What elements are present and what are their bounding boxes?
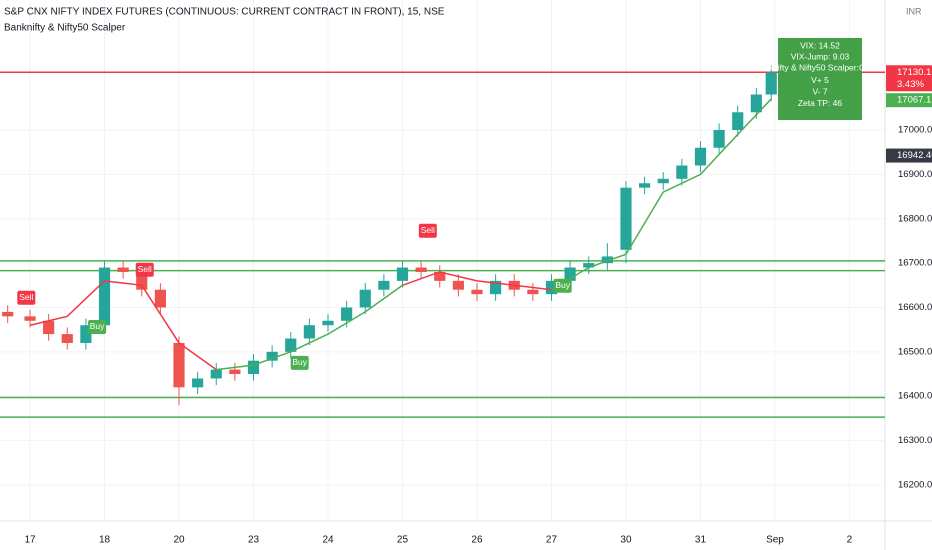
- y-tick-label: 16800.00: [898, 213, 932, 224]
- candle-body: [341, 307, 353, 321]
- x-tick-label: 20: [173, 535, 185, 546]
- signal-label: Buy: [292, 357, 307, 367]
- candle-body: [434, 271, 446, 281]
- price-tag: [886, 93, 932, 108]
- candle-body: [285, 338, 297, 352]
- candle-body: [80, 325, 92, 343]
- plot-area: [0, 0, 885, 520]
- candle-body: [676, 165, 688, 179]
- candle-body: [750, 94, 762, 113]
- signal-label: Sell: [421, 225, 435, 235]
- signal-label-box: [290, 355, 309, 370]
- signal-label: Buy: [555, 280, 570, 290]
- info-line: Banknifty & Nifty50 Scalper:OWMA: [754, 62, 887, 72]
- candle-body: [396, 267, 409, 281]
- x-tick-label: 17: [24, 535, 36, 546]
- candle-body: [61, 334, 73, 343]
- candle-body: [43, 320, 55, 335]
- candle-body: [471, 289, 483, 295]
- y-tick-label: 16700.00: [898, 258, 932, 269]
- info-box: [778, 38, 862, 120]
- candle-body: [490, 280, 502, 295]
- signal-label-box: [553, 278, 572, 293]
- x-tick-label: 24: [322, 535, 334, 546]
- x-tick-label: 2: [847, 535, 853, 546]
- candle-body: [713, 130, 725, 148]
- moving-average: [551, 98, 772, 291]
- y-tick-label: 16300.00: [898, 435, 932, 446]
- y-tick-label: 16600.00: [898, 302, 932, 313]
- price-tag-label: 17067.15: [897, 95, 932, 106]
- price-tag: [886, 148, 932, 163]
- info-line: V+ 5: [811, 75, 829, 85]
- candle-body: [694, 147, 707, 166]
- candle-body: [452, 280, 464, 290]
- x-tick-label: 30: [620, 535, 632, 546]
- candle-body: [136, 271, 148, 290]
- candle-body: [601, 256, 613, 264]
- moving-average: [29, 280, 217, 371]
- signal-label-box: [17, 290, 36, 305]
- candle-body: [98, 267, 111, 326]
- signal-label: Sell: [138, 264, 152, 274]
- moving-average: [216, 284, 403, 371]
- signal-label-box: [418, 223, 437, 238]
- x-tick-label: 23: [248, 535, 260, 546]
- candle-body: [210, 369, 222, 379]
- info-line: V- 7: [812, 86, 827, 96]
- info-line: VIX-Jump: 9.03: [791, 51, 850, 61]
- candle-body: [154, 289, 166, 308]
- price-tag-label: 16942.40: [897, 150, 932, 161]
- candle-body: [583, 263, 595, 268]
- x-tick-label: 25: [397, 535, 409, 546]
- candle-body: [247, 360, 260, 375]
- signal-label: Sell: [19, 292, 33, 302]
- y-tick-label: 16500.00: [898, 346, 932, 357]
- currency: INR: [906, 6, 922, 16]
- candle-body: [564, 267, 576, 281]
- candle-body: [173, 342, 185, 388]
- candle-body: [303, 325, 315, 339]
- indicator-name: Banknifty & Nifty50 Scalper: [4, 23, 126, 34]
- signal-label: Buy: [90, 321, 105, 331]
- moving-average: [402, 271, 552, 291]
- signal-label-box: [88, 319, 107, 334]
- candle-body: [732, 112, 744, 130]
- candle-body: [620, 187, 632, 250]
- candle-body: [415, 267, 427, 272]
- price-tag-label: 17130.15: [897, 67, 932, 78]
- candle-body: [765, 72, 777, 95]
- candle-body: [192, 378, 204, 388]
- x-tick-label: Sep: [766, 535, 784, 546]
- candle-body: [527, 289, 539, 295]
- chart-title: S&P CNX NIFTY INDEX FUTURES (CONTINUOUS:…: [4, 7, 445, 18]
- candle-body: [657, 178, 669, 184]
- candle-body: [639, 183, 651, 188]
- x-tick-label: 26: [471, 535, 483, 546]
- candle-body: [378, 280, 390, 290]
- signal-label-box: [135, 262, 154, 277]
- x-tick-label: 18: [99, 535, 111, 546]
- candle-body: [229, 369, 241, 375]
- candle-body: [24, 316, 36, 321]
- x-tick-label: 27: [546, 535, 558, 546]
- y-tick-label: 16400.00: [898, 391, 932, 402]
- price-tag: [886, 65, 932, 92]
- y-tick-label: 16200.00: [898, 479, 932, 490]
- y-tick-label: 16900.00: [898, 169, 932, 180]
- x-tick-label: 31: [695, 535, 707, 546]
- candle-body: [545, 280, 558, 295]
- candle-body: [359, 289, 371, 308]
- info-line: Zeta TP: 46: [798, 98, 843, 108]
- candle-body: [322, 320, 334, 326]
- y-tick-label: 17000.00: [898, 125, 932, 136]
- candle-body: [2, 311, 14, 317]
- candle-body: [266, 351, 278, 361]
- candle-body: [117, 267, 129, 272]
- info-line: VIX: 14.52: [800, 40, 840, 50]
- price-tag-note: 3.43%: [897, 79, 924, 90]
